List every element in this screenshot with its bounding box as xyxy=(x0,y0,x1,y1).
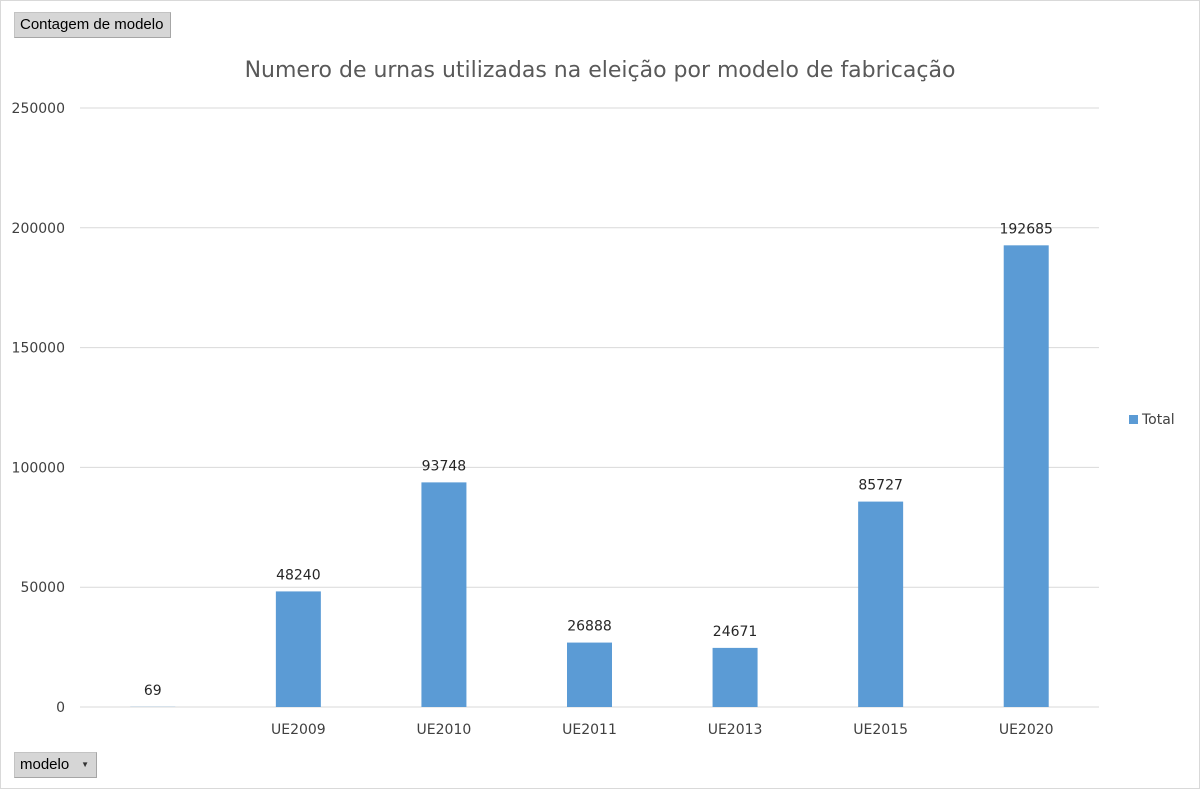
data-label: 26888 xyxy=(567,619,612,635)
chart-title: Numero de urnas utilizadas na eleição po… xyxy=(245,58,956,83)
gridlines xyxy=(80,107,1099,708)
y-tick-label: 250000 xyxy=(12,101,65,117)
bar xyxy=(858,501,904,707)
bar xyxy=(1003,245,1049,708)
x-category-label: UE2020 xyxy=(999,722,1054,738)
legend-entry-total: Total xyxy=(1141,412,1175,428)
y-tick-label: 200000 xyxy=(12,221,65,237)
x-category-label: UE2010 xyxy=(417,722,472,738)
data-label: 24671 xyxy=(713,624,758,640)
data-label: 93748 xyxy=(422,458,467,474)
axis-field-label: modelo xyxy=(20,756,70,773)
bars xyxy=(130,245,1049,708)
bar xyxy=(421,482,467,707)
value-field-button[interactable]: Contagem de modelo xyxy=(14,12,171,38)
x-category-label: UE2011 xyxy=(562,722,617,738)
y-tick-label: 150000 xyxy=(12,341,65,357)
bar xyxy=(275,591,321,707)
legend: Total xyxy=(1129,412,1175,428)
bar xyxy=(567,642,612,707)
y-tick-label: 50000 xyxy=(20,580,65,596)
data-label: 69 xyxy=(144,683,162,699)
y-axis-ticks: 0 50000 100000 150000 200000 250000 xyxy=(12,101,65,716)
x-category-label: UE2015 xyxy=(853,722,908,738)
y-tick-label: 100000 xyxy=(12,460,65,476)
chevron-down-icon[interactable]: ▼ xyxy=(81,760,89,769)
bar xyxy=(712,647,758,707)
data-label: 192685 xyxy=(999,221,1052,237)
x-axis-categories: UE2009 UE2010 UE2011 UE2013 UE2015 UE2020 xyxy=(271,722,1054,738)
data-labels: 69 48240 93748 26888 24671 85727 192685 xyxy=(144,221,1053,699)
x-category-label: UE2013 xyxy=(708,722,763,738)
x-category-label: UE2009 xyxy=(271,722,326,738)
y-tick-label: 0 xyxy=(56,700,65,716)
legend-swatch xyxy=(1129,415,1138,424)
data-label: 48240 xyxy=(276,567,321,583)
axis-field-button[interactable]: modelo ▼ xyxy=(14,752,97,778)
data-label: 85727 xyxy=(858,478,903,494)
